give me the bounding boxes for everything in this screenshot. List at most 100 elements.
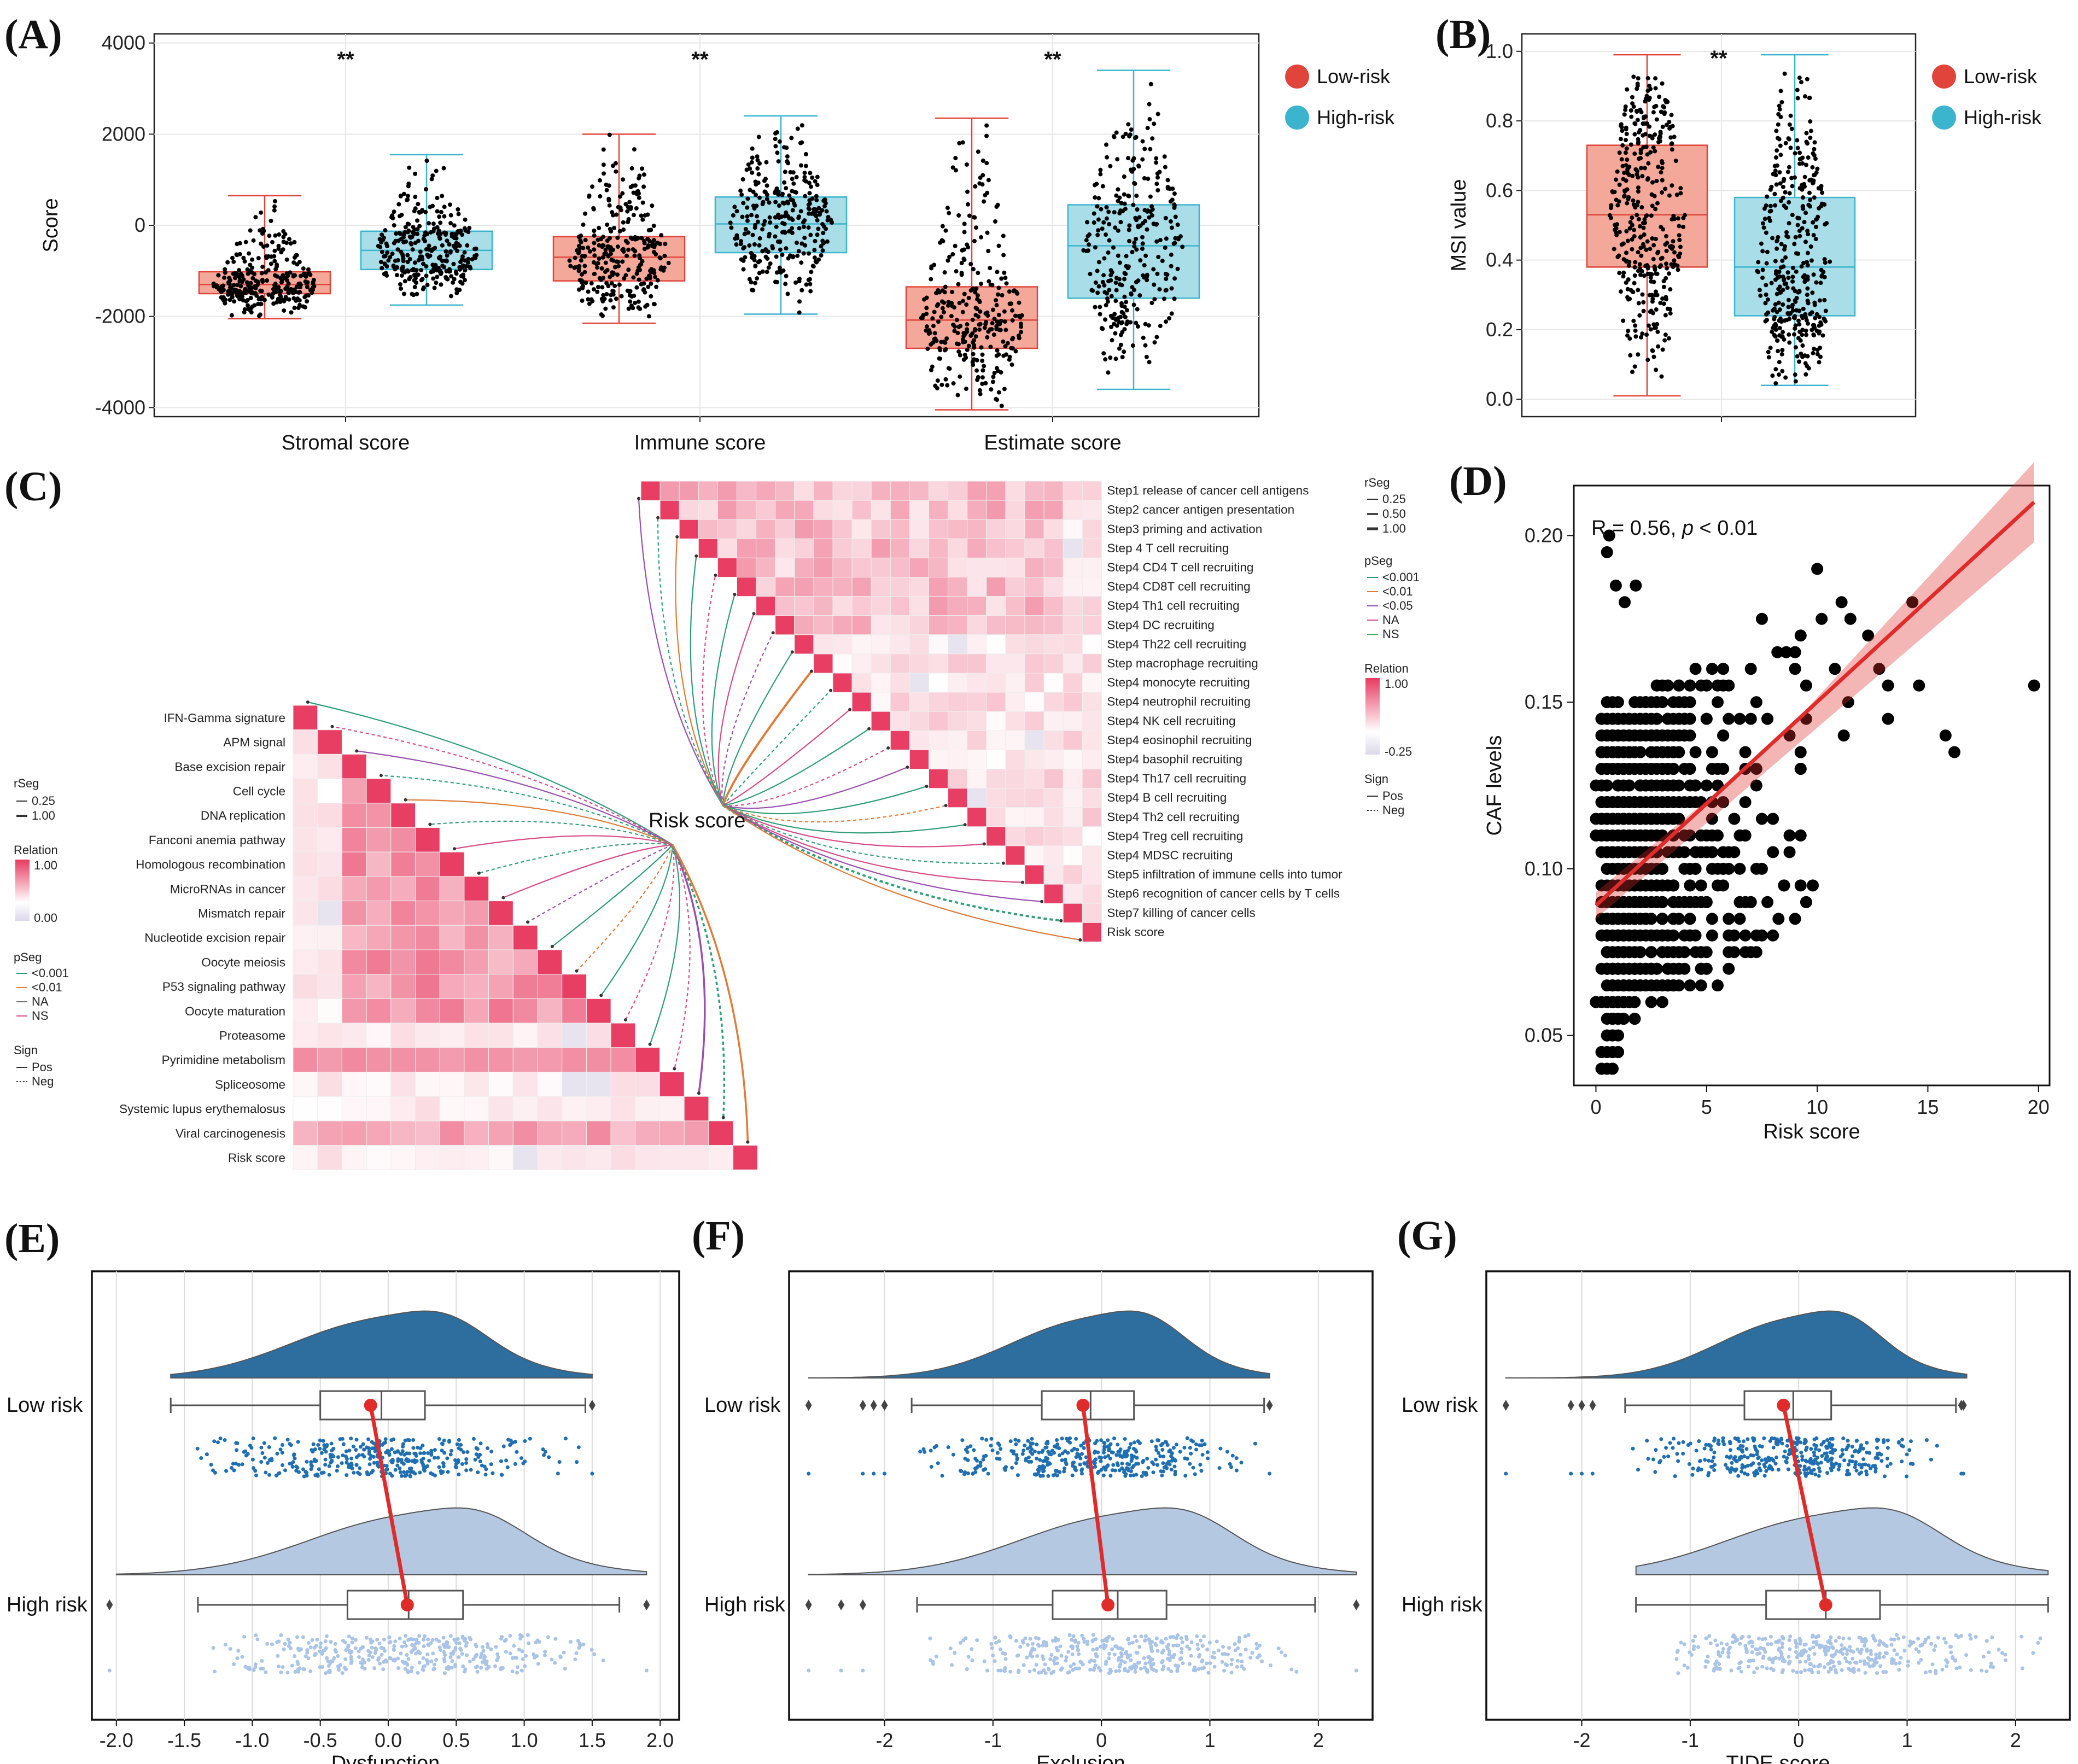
heatmap-cell (986, 596, 1006, 616)
data-point (1781, 195, 1785, 200)
data-point (248, 262, 253, 267)
data-point (627, 200, 632, 205)
data-point (1622, 112, 1627, 117)
data-point (1138, 258, 1143, 263)
data-point (1606, 813, 1619, 825)
data-point (745, 218, 750, 223)
data-point (589, 1648, 594, 1652)
data-point (562, 1650, 566, 1655)
data-point (807, 180, 812, 185)
data-point (942, 340, 947, 344)
heatmap-cell (610, 1047, 636, 1073)
data-point (1782, 247, 1787, 252)
data-point (278, 289, 283, 294)
data-point (782, 180, 787, 185)
data-point (806, 206, 811, 211)
data-point (1111, 245, 1116, 250)
data-point (393, 1639, 398, 1644)
data-point (1651, 322, 1656, 327)
connection-curve (381, 775, 673, 845)
data-point (380, 249, 384, 254)
data-point (1793, 345, 1798, 350)
data-point (1618, 289, 1623, 294)
heatmap-cell (948, 788, 968, 808)
data-point (1105, 155, 1110, 160)
data-point (556, 1471, 560, 1476)
data-point (542, 1453, 546, 1457)
heatmap-cell (698, 519, 718, 539)
data-point (582, 270, 587, 274)
data-point (475, 1664, 480, 1669)
heatmap-cell (775, 557, 795, 578)
data-point (1784, 281, 1789, 286)
data-point (1120, 355, 1125, 360)
data-point (646, 284, 651, 289)
data-point (614, 212, 619, 217)
data-point (1652, 104, 1657, 109)
heatmap-cell (986, 500, 1006, 520)
connection-endpoint (721, 1115, 725, 1119)
data-point (1614, 233, 1619, 238)
data-point (1172, 191, 1177, 196)
data-point (1117, 260, 1122, 265)
data-point (734, 242, 739, 247)
data-point (1739, 929, 1752, 942)
data-point (773, 215, 778, 220)
data-point (788, 229, 793, 234)
data-point (1122, 174, 1126, 179)
data-point (1750, 763, 1762, 775)
heatmap-cell (794, 634, 814, 655)
data-point (475, 1669, 480, 1674)
data-point (400, 268, 405, 273)
data-point (1775, 148, 1779, 153)
data-point (1774, 182, 1779, 187)
data-point (364, 1636, 369, 1640)
data-point (1650, 729, 1663, 742)
data-point (1093, 305, 1098, 309)
data-point (583, 211, 588, 216)
heatmap-cell (871, 538, 891, 558)
data-point (221, 283, 226, 288)
data-point (1777, 307, 1782, 312)
data-point (1777, 107, 1782, 112)
data-point (417, 210, 422, 215)
data-point (1628, 108, 1633, 113)
data-point (1723, 913, 1735, 925)
heatmap-cell (366, 803, 392, 828)
data-point (1828, 259, 1832, 264)
data-point (1128, 320, 1133, 325)
heatmap-row-label: Step 4 T cell recruiting (1107, 541, 1229, 555)
data-point (1157, 170, 1162, 174)
data-point (440, 243, 445, 248)
heatmap-cell (948, 653, 968, 674)
data-point (640, 259, 645, 264)
data-point (829, 220, 834, 225)
data-point (292, 240, 297, 244)
heatmap-cell (1024, 673, 1044, 693)
data-point (787, 193, 792, 198)
data-point (1658, 300, 1663, 305)
data-point (1800, 343, 1805, 348)
data-point (1645, 152, 1650, 157)
data-point (355, 1470, 360, 1475)
data-point (366, 1437, 371, 1441)
data-point (1765, 297, 1770, 302)
legend-title-relation: Relation (14, 843, 58, 857)
data-point (268, 261, 273, 266)
data-point (765, 256, 770, 261)
data-point (248, 281, 253, 285)
data-point (1160, 259, 1165, 264)
data-point (373, 1651, 377, 1655)
data-point (1170, 186, 1175, 191)
data-point (1804, 131, 1809, 136)
data-point (362, 1455, 366, 1459)
heatmap-row-label: IFN-Gamma signature (164, 711, 285, 725)
data-point (1013, 313, 1018, 318)
data-point (1672, 135, 1677, 139)
data-point (1106, 279, 1111, 284)
data-point (1002, 309, 1007, 314)
data-point (406, 1438, 410, 1442)
heatmap-cell (890, 711, 910, 731)
heatmap-cell (967, 692, 987, 712)
data-point (427, 247, 432, 252)
